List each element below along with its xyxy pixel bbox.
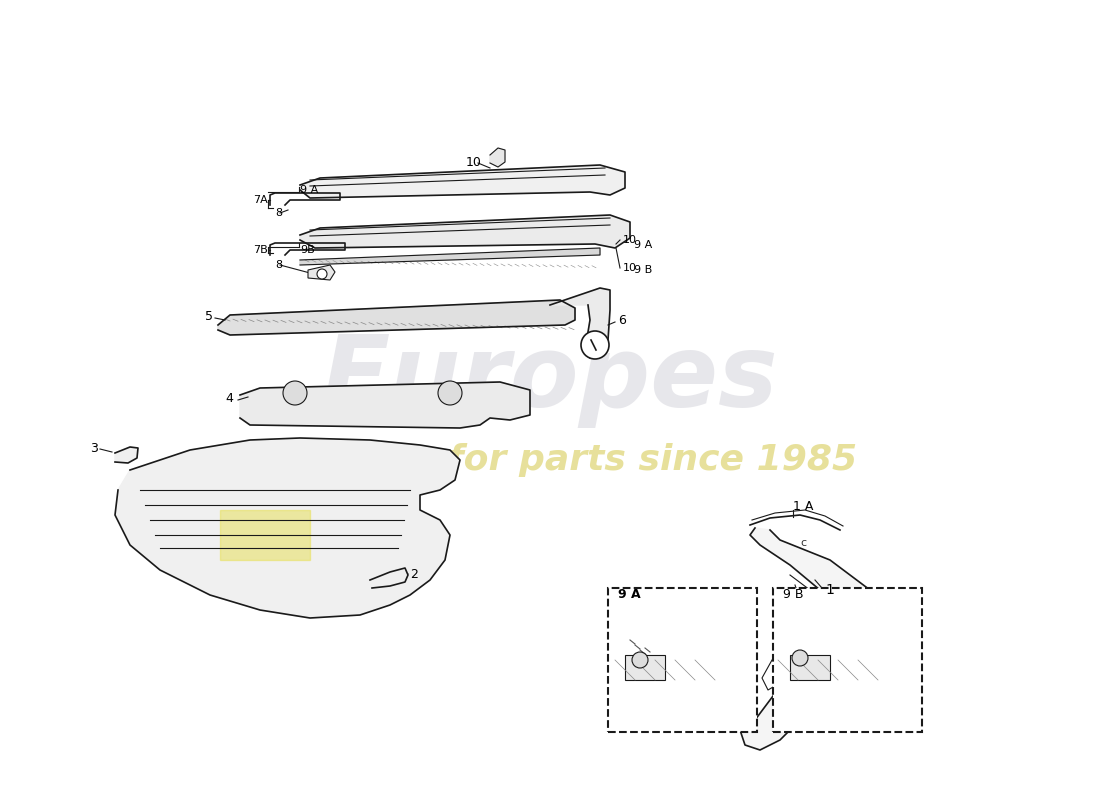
Polygon shape [300,165,625,198]
Circle shape [792,650,808,666]
Text: 1 A: 1 A [793,501,813,514]
Polygon shape [116,447,138,463]
Text: 10: 10 [623,263,637,273]
Polygon shape [490,148,505,167]
Polygon shape [740,528,880,750]
Polygon shape [218,300,575,335]
Text: 9 A: 9 A [618,589,640,602]
FancyBboxPatch shape [608,588,757,732]
Text: 7A: 7A [253,195,267,205]
Polygon shape [240,382,530,428]
Text: 8: 8 [275,208,282,218]
Circle shape [317,269,327,279]
Text: 1: 1 [825,583,834,597]
Polygon shape [300,248,600,265]
Text: 3: 3 [90,442,98,454]
Polygon shape [300,215,630,248]
Text: 2: 2 [410,569,418,582]
Polygon shape [762,575,820,690]
Circle shape [632,652,648,668]
Text: 7B: 7B [253,245,267,255]
FancyBboxPatch shape [773,588,922,732]
Circle shape [283,381,307,405]
Text: 10: 10 [623,235,637,245]
Text: 5: 5 [205,310,213,322]
Bar [625,655,666,680]
Text: 9 B: 9 B [783,589,803,602]
Text: a passion for parts since 1985: a passion for parts since 1985 [242,443,858,477]
Polygon shape [370,568,408,588]
Text: 10: 10 [466,155,482,169]
Text: 9 A: 9 A [634,240,652,250]
Text: Europes: Europes [321,331,779,429]
Polygon shape [116,438,460,618]
Bar [790,655,830,680]
Polygon shape [220,510,310,560]
Text: 4: 4 [226,391,233,405]
Polygon shape [308,265,336,280]
Text: c: c [800,538,806,548]
Text: 9 B: 9 B [634,265,652,275]
Text: 9B: 9B [300,245,315,255]
Polygon shape [550,288,610,358]
Text: 8: 8 [275,260,282,270]
Circle shape [581,331,609,359]
Circle shape [438,381,462,405]
Text: 6: 6 [618,314,626,326]
Text: 9 A: 9 A [300,185,318,195]
